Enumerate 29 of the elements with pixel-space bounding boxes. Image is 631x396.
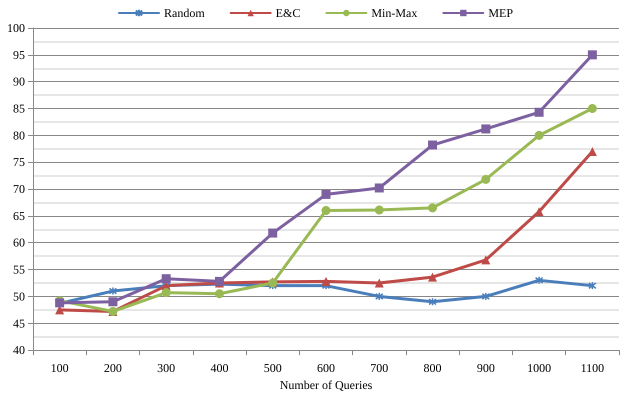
x-axis-title: Number of Queries: [280, 378, 373, 392]
y-tick-label: 55: [13, 262, 25, 277]
x-tick-label: 100: [50, 361, 69, 376]
legend-label: E&C: [276, 6, 300, 20]
y-tick-label: 100: [7, 21, 25, 35]
y-tick-label: 60: [13, 236, 25, 250]
y-tick-label: 65: [13, 208, 25, 223]
legend-label: Random: [164, 6, 206, 20]
y-tick-label: 90: [13, 74, 25, 89]
x-tick-label: 900: [476, 361, 495, 376]
x-tick-label: 200: [104, 361, 122, 376]
y-tick-label: 95: [13, 48, 25, 62]
legend-label: MEP: [488, 6, 514, 20]
x-tick-label: 300: [157, 361, 176, 376]
x-tick-label: 500: [264, 361, 282, 376]
x-tick-label: 600: [317, 361, 335, 376]
y-tick-label: 45: [13, 316, 25, 330]
y-tick-label: 85: [13, 102, 25, 116]
x-tick-label: 700: [370, 361, 388, 376]
y-tick-label: 75: [13, 155, 25, 170]
x-tick-label: 1000: [527, 361, 552, 376]
y-tick-label: 80: [13, 128, 25, 142]
x-tick-label: 800: [424, 361, 442, 376]
legend-label: Min-Max: [371, 6, 418, 20]
x-tick-label: 400: [210, 361, 228, 376]
y-tick-label: 40: [13, 343, 25, 358]
y-tick-label: 50: [13, 289, 25, 304]
y-tick-label: 70: [13, 182, 25, 196]
x-tick-label: 1100: [580, 361, 604, 376]
